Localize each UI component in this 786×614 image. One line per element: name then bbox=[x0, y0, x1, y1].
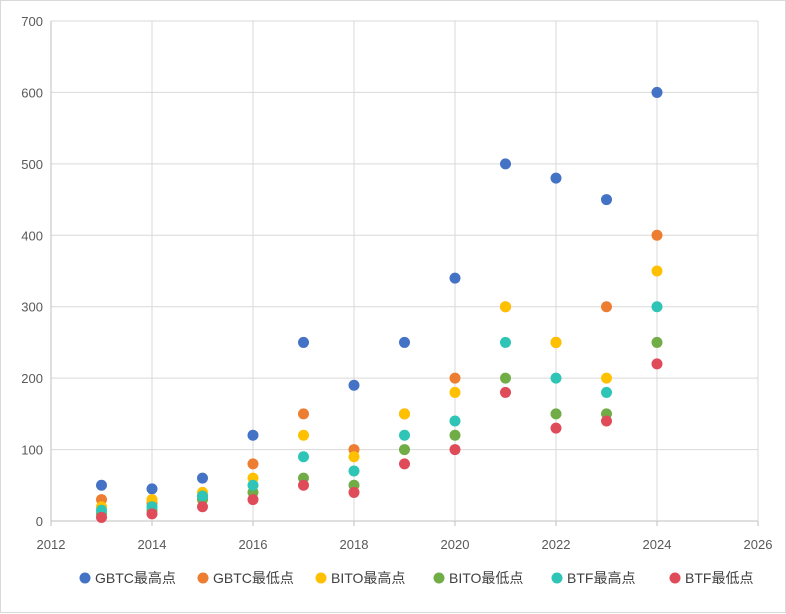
legend-item: BTF最低点 bbox=[669, 570, 753, 586]
y-tick-label: 100 bbox=[21, 443, 43, 458]
x-tick-label: 2014 bbox=[138, 537, 167, 552]
data-point bbox=[197, 501, 208, 513]
legend-label: BTF最低点 bbox=[685, 570, 753, 586]
series-1 bbox=[96, 86, 663, 495]
data-point bbox=[197, 472, 208, 484]
data-point bbox=[449, 372, 461, 384]
data-point bbox=[550, 408, 562, 420]
data-point bbox=[298, 408, 309, 420]
data-point bbox=[601, 372, 612, 384]
x-tick-label: 2012 bbox=[37, 537, 66, 552]
data-point bbox=[298, 451, 309, 463]
legend-item: BTF最高点 bbox=[551, 570, 635, 586]
data-point bbox=[601, 194, 612, 206]
data-point bbox=[298, 336, 309, 348]
data-point bbox=[399, 458, 410, 470]
legend-marker bbox=[433, 572, 445, 584]
data-point bbox=[298, 429, 309, 441]
x-tick-label: 2022 bbox=[542, 537, 571, 552]
data-point bbox=[651, 336, 663, 348]
data-point bbox=[96, 511, 107, 523]
data-points-layer bbox=[96, 86, 663, 523]
data-point bbox=[96, 479, 107, 491]
data-point bbox=[500, 372, 511, 384]
legend-item: BITO最低点 bbox=[433, 570, 523, 586]
series-4 bbox=[96, 336, 663, 520]
data-point bbox=[399, 336, 410, 348]
data-point bbox=[550, 336, 562, 348]
legend-label: GBTC最低点 bbox=[213, 570, 294, 586]
data-point bbox=[348, 465, 360, 477]
data-point bbox=[651, 229, 663, 241]
legend-item: BITO最高点 bbox=[315, 570, 405, 586]
legend-item: GBTC最低点 bbox=[197, 570, 294, 586]
legend-label: BITO最高点 bbox=[331, 570, 405, 586]
data-point bbox=[146, 508, 158, 520]
x-tick-label: 2020 bbox=[441, 537, 470, 552]
legend-marker bbox=[197, 572, 209, 584]
legend: GBTC最高点 GBTC最低点 BITO最高点 BITO最低点 BTF最高点 BTF最低点 bbox=[79, 570, 753, 586]
series-2 bbox=[96, 229, 663, 509]
data-point bbox=[298, 479, 309, 491]
series-3 bbox=[96, 265, 663, 513]
data-point bbox=[500, 158, 511, 170]
legend-item: GBTC最高点 bbox=[79, 570, 176, 586]
axis-layer: 0 100 200 300 400 500 600 700 2012 2014 2016 2018 20… bbox=[21, 14, 772, 552]
data-point bbox=[197, 490, 208, 502]
data-point bbox=[601, 386, 612, 398]
x-tick-label: 2016 bbox=[239, 537, 268, 552]
data-point bbox=[550, 172, 562, 184]
legend-label: GBTC最高点 bbox=[95, 570, 176, 586]
data-point bbox=[399, 408, 410, 420]
data-point bbox=[651, 301, 663, 313]
data-point bbox=[449, 415, 461, 427]
data-point bbox=[449, 272, 461, 284]
data-point bbox=[146, 483, 158, 495]
x-tick-label: 2018 bbox=[340, 537, 369, 552]
data-point bbox=[601, 415, 612, 427]
y-tick-label: 0 bbox=[36, 514, 43, 529]
x-tick-label: 2026 bbox=[744, 537, 773, 552]
data-point bbox=[449, 386, 461, 398]
data-point bbox=[550, 372, 562, 384]
data-point bbox=[500, 301, 511, 313]
data-point bbox=[550, 422, 562, 434]
data-point bbox=[500, 386, 511, 398]
data-point bbox=[247, 458, 259, 470]
data-point bbox=[399, 444, 410, 456]
legend-marker bbox=[315, 572, 327, 584]
data-point bbox=[399, 429, 410, 441]
data-point bbox=[449, 444, 461, 456]
legend-marker bbox=[79, 572, 91, 584]
data-point bbox=[601, 301, 612, 313]
legend-marker bbox=[551, 572, 563, 584]
data-point bbox=[651, 265, 663, 277]
y-tick-label: 600 bbox=[21, 85, 43, 100]
data-point bbox=[348, 379, 360, 391]
series-5 bbox=[96, 301, 663, 516]
legend-label: BTF最高点 bbox=[567, 570, 635, 586]
y-tick-label: 200 bbox=[21, 371, 43, 386]
data-point bbox=[348, 486, 360, 498]
data-point bbox=[449, 429, 461, 441]
data-point bbox=[500, 336, 511, 348]
data-point bbox=[348, 451, 360, 463]
legend-label: BITO最低点 bbox=[449, 570, 523, 586]
legend-marker bbox=[669, 572, 681, 584]
data-point bbox=[247, 429, 259, 441]
y-tick-label: 300 bbox=[21, 300, 43, 315]
y-tick-label: 400 bbox=[21, 228, 43, 243]
y-tick-label: 500 bbox=[21, 157, 43, 172]
data-point bbox=[247, 494, 259, 506]
x-tick-label: 2024 bbox=[643, 537, 672, 552]
data-point bbox=[651, 86, 663, 98]
data-point bbox=[247, 479, 259, 491]
series-6 bbox=[96, 358, 663, 523]
y-tick-label: 700 bbox=[21, 14, 43, 29]
data-point bbox=[651, 358, 663, 370]
